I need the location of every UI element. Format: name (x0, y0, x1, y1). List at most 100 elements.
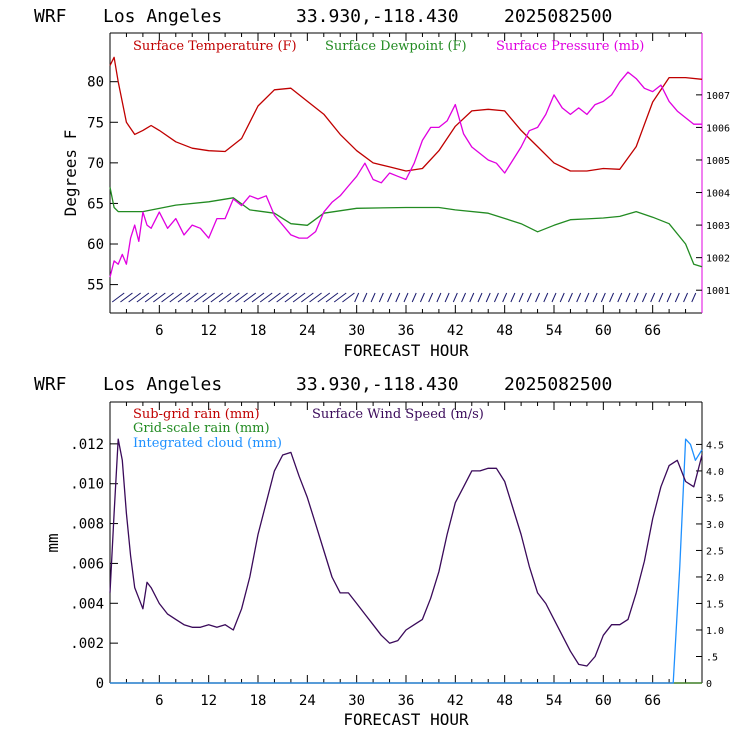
wind-barb (691, 292, 697, 303)
wind-barb (633, 292, 639, 303)
left-tick-label: 60 (87, 237, 104, 253)
right-tick-label: 1007 (706, 91, 730, 102)
left-tick-label: 75 (87, 115, 104, 131)
x-tick-label: 30 (348, 693, 365, 709)
wind-barb (185, 292, 199, 303)
legend-surface-pressure: Surface Pressure (mb) (496, 39, 644, 54)
wind-barb (559, 292, 565, 303)
x-tick-label: 54 (546, 693, 563, 709)
x-tick-label: 18 (250, 693, 267, 709)
x-tick-label: 54 (546, 323, 563, 339)
top-right-tick-labels: 1001 1002 1003 1004 1005 1006 1007 (706, 91, 730, 297)
left-tick-label: .002 (70, 636, 104, 652)
wind-barb (551, 292, 557, 303)
right-tick-label: 1.5 (706, 599, 724, 610)
right-tick-label: 1005 (706, 156, 730, 167)
wind-barb (641, 292, 647, 303)
wind-barb (535, 292, 541, 303)
wind-barb (194, 292, 207, 303)
wind-barb (469, 292, 475, 303)
right-tick-label: 1003 (706, 221, 730, 232)
x-tick-label: 30 (348, 323, 365, 339)
wind-barb (493, 292, 499, 303)
x-tick-label: 42 (447, 693, 464, 709)
top-plot-area (109, 56, 703, 278)
wind-barb (576, 292, 582, 303)
top-title-date: 2025082500 (504, 6, 612, 27)
left-tick-label: 0 (96, 676, 104, 692)
wind-barb (333, 292, 347, 303)
right-tick-label: 4.5 (706, 440, 724, 451)
wind-barb (526, 292, 532, 303)
right-tick-label: 1002 (706, 254, 730, 265)
wind-barb (436, 292, 442, 303)
wind-barb (243, 292, 257, 303)
wind-barb (502, 292, 508, 303)
wind-barb (284, 292, 298, 303)
series-surface-temperature-f (109, 56, 703, 172)
wind-barb (144, 292, 158, 303)
wind-barb (354, 292, 360, 303)
wind-barb (218, 292, 232, 303)
wind-barb (617, 292, 623, 303)
right-tick-label: 4.0 (706, 467, 724, 478)
wind-barb (378, 292, 384, 303)
wind-barb (153, 292, 166, 303)
wind-barb (251, 292, 265, 303)
wind-barb (609, 292, 615, 303)
right-tick-label: 1.0 (706, 626, 724, 637)
left-tick-label: 80 (87, 75, 104, 91)
wind-barb (485, 292, 491, 303)
wind-barb (202, 292, 215, 303)
right-tick-label: 1004 (706, 189, 730, 200)
right-tick-label: 0 (706, 679, 712, 690)
series-surface-dewpoint-f (109, 187, 703, 268)
wind-barb (370, 292, 376, 303)
wind-barb (387, 292, 393, 303)
left-tick-label: .012 (70, 437, 104, 453)
x-tick-label: 18 (250, 323, 267, 339)
wind-barb (584, 292, 590, 303)
wind-barb (600, 292, 606, 303)
wind-barb (666, 292, 672, 303)
wind-barb (625, 292, 631, 303)
top-title-location: Los Angeles (103, 6, 222, 27)
left-tick-label: .010 (70, 477, 104, 493)
right-tick-label: .5 (706, 652, 718, 663)
bottom-title-coords: 33.930,-118.430 (296, 374, 459, 395)
wind-barb (292, 292, 306, 303)
x-tick-label: 60 (595, 693, 612, 709)
bottom-x-axis-label: FORECAST HOUR (343, 710, 469, 729)
wind-barb (259, 292, 273, 303)
wind-barb (452, 292, 458, 303)
wind-barb (325, 292, 339, 303)
wind-barb (658, 292, 664, 303)
wind-barb (362, 292, 368, 303)
x-tick-label: 6 (155, 323, 163, 339)
top-axis-ticks (110, 33, 702, 313)
wind-barb (428, 292, 434, 303)
legend-surface-wind-speed: Surface Wind Speed (m/s) (312, 407, 484, 422)
x-tick-label: 6 (155, 693, 163, 709)
wind-barb (169, 292, 183, 303)
wind-barb (268, 292, 281, 303)
top-left-tick-labels: 55 60 65 70 75 80 (87, 75, 104, 294)
left-tick-label: .008 (70, 517, 104, 533)
wind-barb (518, 292, 524, 303)
wind-barb (674, 292, 680, 303)
wind-barb (683, 292, 689, 303)
wind-barb (177, 292, 191, 303)
wind-barb (128, 292, 141, 303)
wind-barb (276, 292, 289, 303)
wind-barb (395, 292, 401, 303)
left-tick-label: 70 (87, 156, 104, 172)
right-tick-label: 1001 (706, 286, 730, 297)
top-title-model: WRF (34, 6, 67, 27)
x-tick-label: 24 (299, 323, 316, 339)
right-tick-label: 3.0 (706, 520, 724, 531)
x-tick-label: 12 (200, 323, 217, 339)
wind-barb (444, 292, 450, 303)
wind-barb (419, 292, 425, 303)
x-tick-label: 66 (644, 693, 661, 709)
